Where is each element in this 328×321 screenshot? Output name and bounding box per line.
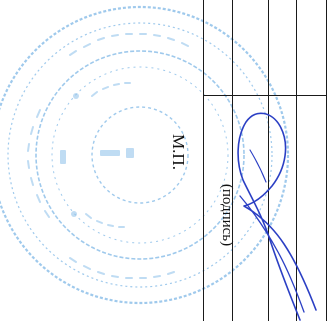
handwritten-signature-icon [0,0,328,321]
document-fragment: М.П. (подпись) [0,0,328,321]
